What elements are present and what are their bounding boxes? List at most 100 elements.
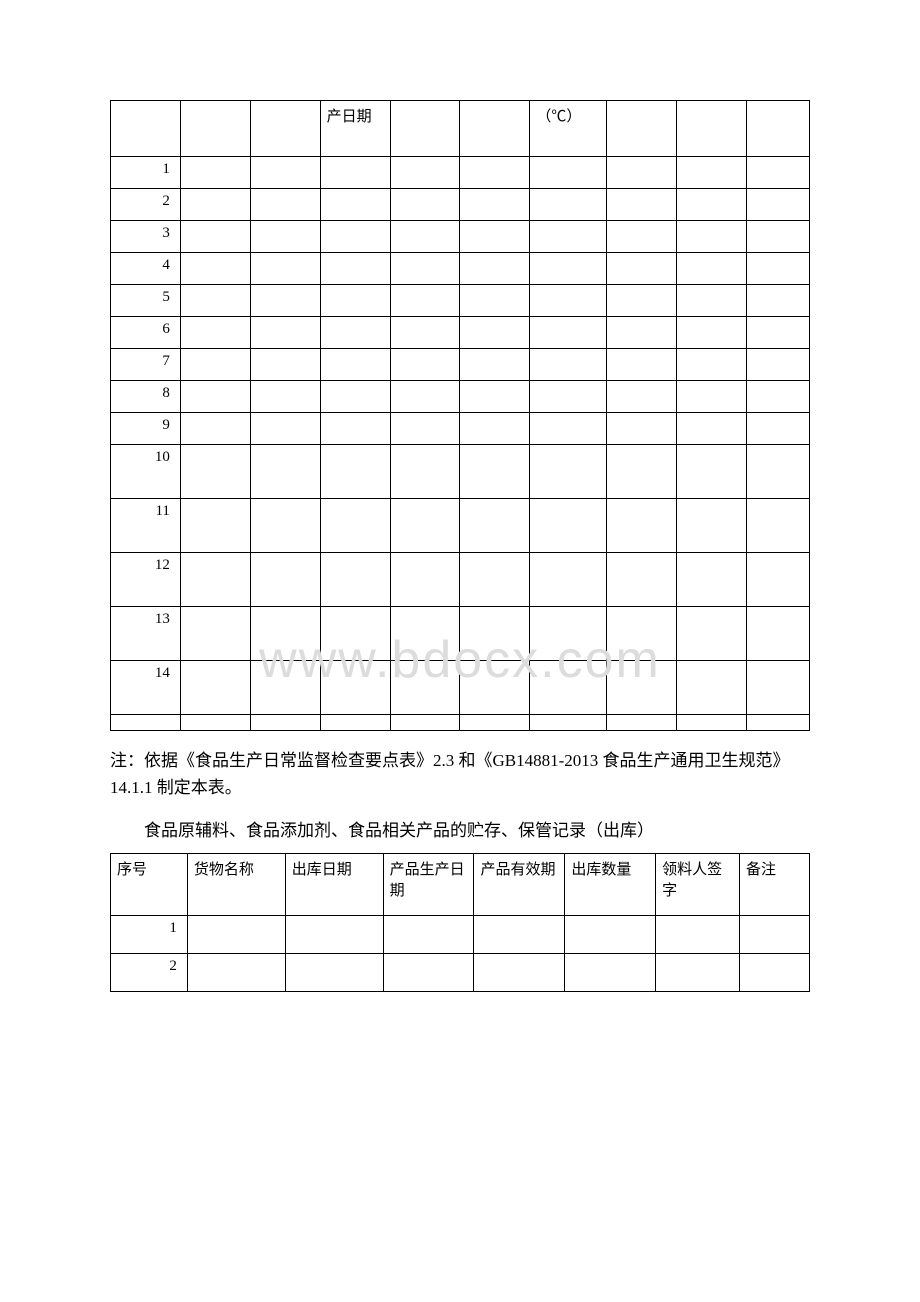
empty-cell [320,221,390,253]
empty-cell [677,445,747,499]
empty-cell [250,661,320,715]
row-number-cell: 9 [111,413,181,445]
empty-cell [390,499,460,553]
empty-cell [460,715,530,731]
table1-h9 [677,101,747,157]
empty-cell [180,661,250,715]
outbound-table: 序号货物名称出库日期产品生产日期产品有效期出库数量领料人签字备注 12 [110,853,810,992]
empty-cell [747,661,810,715]
empty-cell [180,607,250,661]
empty-cell [677,221,747,253]
empty-cell [565,915,656,953]
table1-h3 [250,101,320,157]
table-row: 1 [111,915,810,953]
empty-cell [460,381,530,413]
table1-h2 [180,101,250,157]
empty-cell [460,317,530,349]
table1-h6 [460,101,530,157]
empty-cell [250,607,320,661]
row-number-cell: 6 [111,317,181,349]
empty-cell [180,445,250,499]
empty-cell [250,413,320,445]
empty-cell [460,445,530,499]
empty-cell [607,189,677,221]
empty-cell [474,953,565,991]
empty-cell [460,553,530,607]
row-number-cell: 13 [111,607,181,661]
empty-cell [180,499,250,553]
table2-header-row: 序号货物名称出库日期产品生产日期产品有效期出库数量领料人签字备注 [111,853,810,915]
empty-cell [180,413,250,445]
empty-cell [390,381,460,413]
table1-h1 [111,101,181,157]
empty-cell [747,349,810,381]
empty-cell [677,189,747,221]
empty-cell [747,607,810,661]
empty-cell [180,189,250,221]
empty-cell [390,221,460,253]
table-row: 14 [111,661,810,715]
storage-table-continued: 产日期 （℃） 1234567891011121314 [110,100,810,731]
empty-cell [607,715,677,731]
table-row: 7 [111,349,810,381]
empty-cell [460,607,530,661]
row-number-cell: 4 [111,253,181,285]
empty-cell [607,607,677,661]
empty-cell [320,189,390,221]
empty-cell [180,553,250,607]
empty-cell [111,715,181,731]
empty-cell [390,445,460,499]
row-number-cell: 7 [111,349,181,381]
empty-cell [677,553,747,607]
empty-cell [390,285,460,317]
empty-cell [320,253,390,285]
row-number-cell: 14 [111,661,181,715]
empty-cell [285,915,383,953]
empty-cell [530,445,607,499]
column-header: 产品生产日期 [383,853,474,915]
empty-cell [250,157,320,189]
empty-cell [607,499,677,553]
empty-cell [530,715,607,731]
empty-cell [250,317,320,349]
empty-cell [530,661,607,715]
empty-cell [607,253,677,285]
row-number-cell: 12 [111,553,181,607]
table-row: 3 [111,221,810,253]
empty-cell [747,413,810,445]
empty-cell [460,285,530,317]
empty-cell [320,349,390,381]
empty-cell [320,661,390,715]
empty-cell [747,317,810,349]
empty-cell [187,953,285,991]
empty-cell [607,413,677,445]
empty-cell [747,445,810,499]
empty-cell [565,953,656,991]
empty-cell [180,221,250,253]
empty-cell [530,607,607,661]
empty-cell [747,253,810,285]
empty-cell [607,285,677,317]
table-row-blank [111,715,810,731]
empty-cell [180,715,250,731]
empty-cell [460,253,530,285]
empty-cell [390,607,460,661]
table-row: 2 [111,953,810,991]
row-number-cell: 1 [111,915,188,953]
empty-cell [740,953,810,991]
empty-cell [677,157,747,189]
empty-cell [677,349,747,381]
empty-cell [390,715,460,731]
row-number-cell: 8 [111,381,181,413]
empty-cell [320,285,390,317]
column-header: 出库数量 [565,853,656,915]
empty-cell [530,553,607,607]
empty-cell [677,285,747,317]
empty-cell [320,381,390,413]
empty-cell [250,445,320,499]
column-header: 备注 [740,853,810,915]
empty-cell [677,715,747,731]
empty-cell [530,285,607,317]
column-header: 领料人签字 [656,853,740,915]
empty-cell [180,349,250,381]
